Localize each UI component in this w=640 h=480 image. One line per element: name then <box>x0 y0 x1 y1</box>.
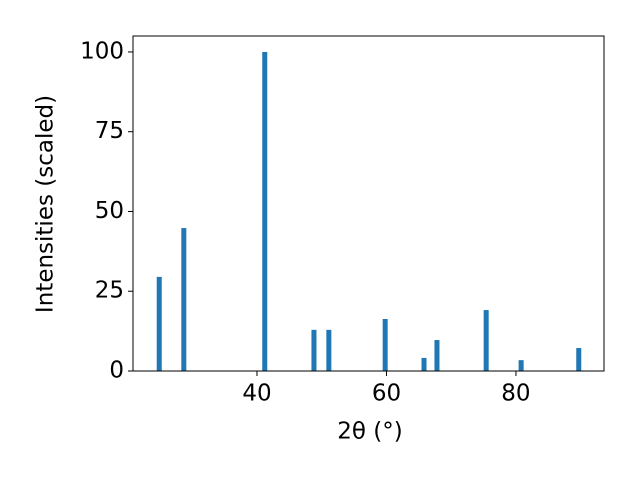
y-tick-label: 100 <box>80 38 124 64</box>
y-axis-label: Intensities (scaled) <box>33 95 59 313</box>
x-tick-label: 80 <box>501 381 530 407</box>
bar <box>576 348 582 371</box>
bar <box>382 318 388 371</box>
x-tick-label: 60 <box>372 381 401 407</box>
bar <box>483 310 489 371</box>
bar <box>311 329 317 371</box>
bar <box>421 357 427 371</box>
plot-frame <box>132 35 605 372</box>
bar <box>156 276 162 371</box>
y-tick-label: 75 <box>95 118 124 144</box>
y-tick-label: 25 <box>95 278 124 304</box>
bar <box>326 329 332 371</box>
x-tick-label: 40 <box>242 381 271 407</box>
x-axis-label: 2θ (°) <box>337 419 402 445</box>
bar <box>262 51 268 371</box>
y-tick-label: 0 <box>109 358 124 384</box>
bar <box>518 360 524 371</box>
bar <box>181 228 187 371</box>
bar <box>434 340 440 371</box>
y-tick-label: 50 <box>95 198 124 224</box>
